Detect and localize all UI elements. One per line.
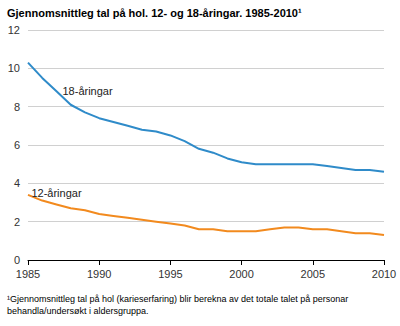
svg-text:1995: 1995 xyxy=(158,268,182,280)
svg-text:¹Gjennomsnittleg tal på hol (k: ¹Gjennomsnittleg tal på hol (karieserfar… xyxy=(7,294,351,304)
svg-text:4: 4 xyxy=(14,177,20,189)
svg-text:behandla/undersøkt i aldersgru: behandla/undersøkt i aldersgruppa. xyxy=(7,306,149,316)
svg-text:0: 0 xyxy=(14,254,20,266)
svg-text:2005: 2005 xyxy=(301,268,325,280)
svg-text:12-åringar: 12-åringar xyxy=(31,187,81,199)
svg-text:8: 8 xyxy=(14,101,20,113)
svg-text:18-åringar: 18-åringar xyxy=(62,85,112,97)
svg-text:2010: 2010 xyxy=(372,268,396,280)
svg-text:12: 12 xyxy=(8,24,20,36)
svg-text:1990: 1990 xyxy=(87,268,111,280)
svg-text:1985: 1985 xyxy=(16,268,40,280)
svg-text:Gjennomsnittleg tal på hol. 12: Gjennomsnittleg tal på hol. 12- og 18-år… xyxy=(7,7,302,19)
svg-text:6: 6 xyxy=(14,139,20,151)
svg-text:2000: 2000 xyxy=(229,268,253,280)
svg-text:10: 10 xyxy=(8,62,20,74)
svg-text:2: 2 xyxy=(14,216,20,228)
